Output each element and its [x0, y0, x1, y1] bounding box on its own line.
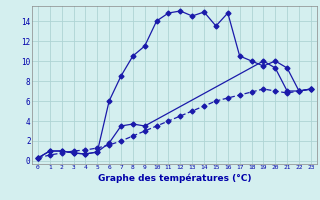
X-axis label: Graphe des températures (°C): Graphe des températures (°C)	[98, 173, 251, 183]
